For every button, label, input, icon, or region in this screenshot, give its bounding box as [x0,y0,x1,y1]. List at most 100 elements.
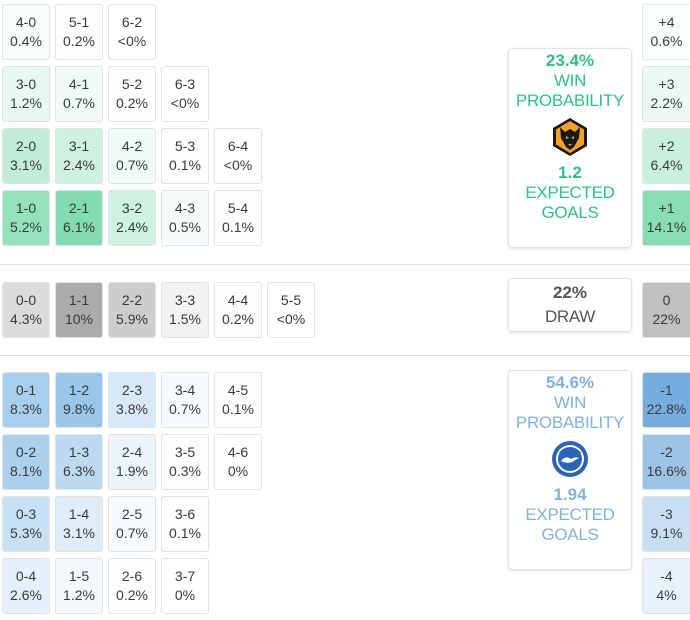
home-scoreline-cell[interactable]: 4-3 0.5% [161,190,209,246]
scoreline-probability: <0% [117,33,147,49]
scoreline: 4-2 [121,138,143,154]
goal-margin-cell[interactable]: -3 9.1% [642,496,690,552]
scoreline-probability: 0.3% [169,463,201,479]
draw-scoreline-cell[interactable]: 1-1 10% [55,282,103,338]
home-scoreline-cell[interactable]: 2-1 6.1% [55,190,103,246]
home-scoreline-cell[interactable]: 4-0 0.4% [2,4,50,60]
home-scoreline-cell[interactable]: 3-1 2.4% [55,128,103,184]
away-scoreline-cell[interactable]: 2-5 0.7% [108,496,156,552]
scoreline-probability: <0% [223,157,253,173]
goal-margin-cell[interactable]: -1 22.8% [642,372,690,428]
scoreline-probability: 6.1% [63,219,95,235]
draw-scoreline-cell[interactable]: 0-0 4.3% [2,282,50,338]
scoreline: 3-2 [121,200,143,216]
draw-scoreline-cell[interactable]: 3-3 1.5% [161,282,209,338]
away-scoreline-cell[interactable]: 0-3 5.3% [2,496,50,552]
scoreline: 2-5 [121,506,143,522]
goal-margin-probability: 22% [652,311,681,327]
scoreline-probability: 2.4% [116,219,148,235]
away-scoreline-cell[interactable]: 4-5 0.1% [214,372,262,428]
home-xg-label: EXPECTED GOALS [525,183,615,222]
home-scoreline-cell[interactable]: 4-2 0.7% [108,128,156,184]
scoreline: 5-3 [174,138,196,154]
scoreline-probability: 0.2% [63,33,95,49]
home-win-label: WIN PROBABILITY [515,71,625,110]
home-scoreline-cell[interactable]: 5-4 0.1% [214,190,262,246]
goal-margin-label: 0 [662,292,671,308]
wolves-crest-icon [550,117,590,157]
scoreline-probability: 5.2% [10,219,42,235]
scoreline: 3-7 [174,568,196,584]
goal-margin-label: +4 [658,14,675,30]
goal-margin-probability: 0.6% [650,33,683,49]
scoreline-probability: 0.2% [116,587,148,603]
away-scoreline-cell[interactable]: 1-2 9.8% [55,372,103,428]
home-expected-goals: 1.2 [558,163,582,182]
away-scoreline-cell[interactable]: 0-2 8.1% [2,434,50,490]
scoreline: 2-6 [121,568,143,584]
away-scoreline-cell[interactable]: 4-6 0% [214,434,262,490]
scoreline-probability: 3.1% [63,525,95,541]
home-scoreline-cell[interactable]: 6-2 <0% [108,4,156,60]
goal-margin-cell[interactable]: 0 22% [642,282,690,338]
away-scoreline-cell[interactable]: 1-3 6.3% [55,434,103,490]
scoreline: 1-3 [68,444,90,460]
draw-scoreline-cell[interactable]: 2-2 5.9% [108,282,156,338]
home-scoreline-cell[interactable]: 5-1 0.2% [55,4,103,60]
home-scoreline-cell[interactable]: 4-1 0.7% [55,66,103,122]
away-xg-label: EXPECTED GOALS [525,505,615,544]
draw-summary-card: 22% DRAW [508,278,632,332]
draw-label: DRAW [544,307,596,326]
goal-margin-cell[interactable]: +2 6.4% [642,128,690,184]
goal-margin-probability: 9.1% [650,525,683,541]
away-scoreline-cell[interactable]: 0-4 2.6% [2,558,50,614]
scoreline: 0-0 [15,292,37,308]
away-scoreline-cell[interactable]: 2-4 1.9% [108,434,156,490]
away-scoreline-cell[interactable]: 2-3 3.8% [108,372,156,428]
goal-margin-label: +2 [658,138,675,154]
goal-margin-probability: 22.8% [646,401,687,417]
scoreline: 4-6 [227,444,249,460]
scoreline: 3-0 [15,76,37,92]
scoreline-probability: 1.2% [10,95,42,111]
goal-margin-probability: 16.6% [646,463,687,479]
home-scoreline-cell[interactable]: 2-0 3.1% [2,128,50,184]
scoreline: 5-5 [280,292,302,308]
home-scoreline-cell[interactable]: 3-2 2.4% [108,190,156,246]
scoreline-probability: 0.7% [169,401,201,417]
away-scoreline-cell[interactable]: 3-6 0.1% [161,496,209,552]
draw-scoreline-cell[interactable]: 4-4 0.2% [214,282,262,338]
home-scoreline-cell[interactable]: 1-0 5.2% [2,190,50,246]
away-win-section: 0-1 8.3% 1-2 9.8% 2-3 3.8% 3-4 0.7% 4-5 0.1% 0-2 8.… [0,368,690,620]
home-scoreline-cell[interactable]: 3-0 1.2% [2,66,50,122]
scoreline: 5-1 [68,14,90,30]
away-scoreline-cell[interactable]: 0-1 8.3% [2,372,50,428]
scoreline: 1-2 [68,382,90,398]
away-scoreline-cell[interactable]: 3-4 0.7% [161,372,209,428]
goal-margin-cell[interactable]: +3 2.2% [642,66,690,122]
away-scoreline-cell[interactable]: 1-4 3.1% [55,496,103,552]
home-scoreline-cell[interactable]: 5-3 0.1% [161,128,209,184]
away-scoreline-cell[interactable]: 3-5 0.3% [161,434,209,490]
away-scoreline-cell[interactable]: 2-6 0.2% [108,558,156,614]
away-scoreline-cell[interactable]: 3-7 0% [161,558,209,614]
scoreline-probability: 8.1% [10,463,42,479]
scoreline-probability: 3.1% [10,157,42,173]
scoreline-probability: 8.3% [10,401,42,417]
goal-margin-cell[interactable]: +1 14.1% [642,190,690,246]
draw-scoreline-cell[interactable]: 5-5 <0% [267,282,315,338]
home-scoreline-cell[interactable]: 6-3 <0% [161,66,209,122]
scoreline-probability: 0.4% [10,33,42,49]
goal-margin-cell[interactable]: +4 0.6% [642,4,690,60]
scoreline: 1-1 [68,292,90,308]
goal-margin-cell[interactable]: -4 4% [642,558,690,614]
scoreline: 4-0 [15,14,37,30]
scoreline: 6-2 [121,14,143,30]
home-summary-card: 23.4% WIN PROBABILITY 1.2 EXPECTED GOALS [508,48,632,248]
away-scoreline-cell[interactable]: 1-5 1.2% [55,558,103,614]
home-scoreline-cell[interactable]: 5-2 0.2% [108,66,156,122]
home-scoreline-cell[interactable]: 6-4 <0% [214,128,262,184]
scoreline: 3-1 [68,138,90,154]
scoreline: 6-4 [227,138,249,154]
goal-margin-cell[interactable]: -2 16.6% [642,434,690,490]
